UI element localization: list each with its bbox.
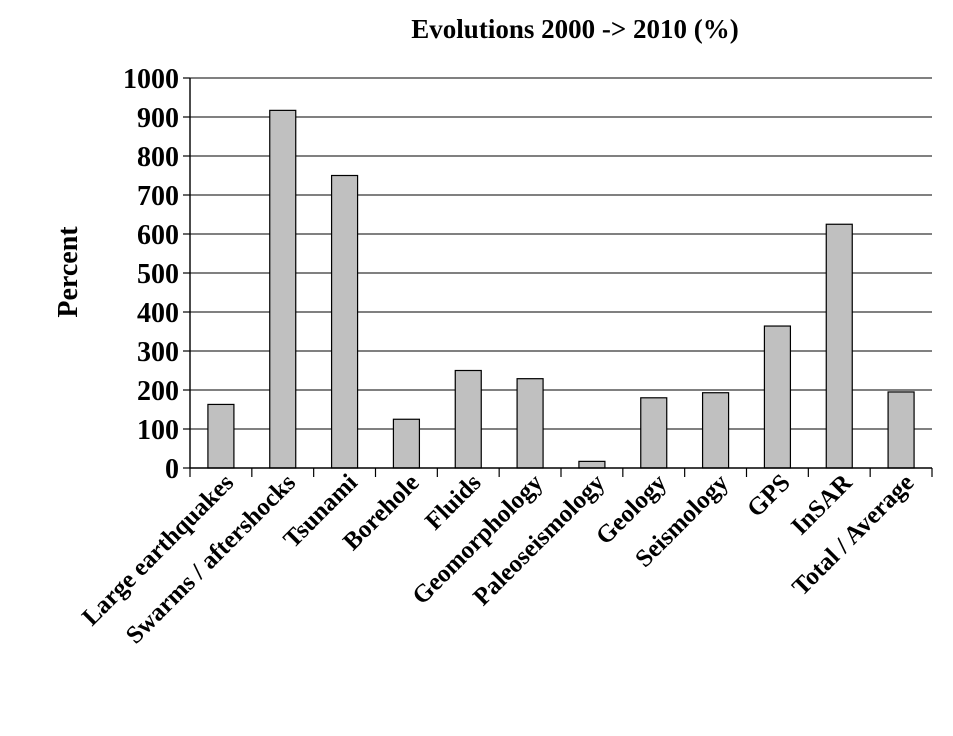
x-tick-label: GPS bbox=[742, 469, 795, 522]
y-tick-label: 600 bbox=[137, 220, 179, 251]
bar bbox=[392, 418, 421, 469]
y-tick-label: 400 bbox=[137, 298, 179, 329]
chart-title: Evolutions 2000 -> 2010 (%) bbox=[411, 14, 738, 44]
bar bbox=[640, 397, 668, 469]
y-tick-label: 200 bbox=[137, 376, 179, 407]
y-axis-label: Percent bbox=[53, 226, 84, 318]
bar bbox=[454, 369, 482, 469]
bar bbox=[516, 378, 544, 469]
y-tick-labels: 0 100 200 300 400 500 600 700 800 900 1000 bbox=[123, 64, 179, 485]
bar bbox=[330, 174, 359, 469]
bar bbox=[887, 391, 915, 469]
y-tick-label: 800 bbox=[137, 142, 179, 173]
y-tick-label: 900 bbox=[137, 103, 179, 134]
bar bbox=[763, 325, 792, 469]
y-tick-label: 300 bbox=[137, 337, 179, 368]
y-tick-label: 500 bbox=[137, 259, 179, 290]
axes bbox=[183, 77, 933, 477]
bar bbox=[701, 392, 730, 469]
bars bbox=[207, 109, 915, 469]
bar bbox=[578, 460, 606, 469]
bar bbox=[825, 223, 853, 469]
gridlines bbox=[190, 77, 932, 430]
y-tick-label: 700 bbox=[137, 181, 179, 212]
y-tick-label: 100 bbox=[137, 415, 179, 446]
y-tick-label: 1000 bbox=[123, 64, 179, 95]
bar bbox=[207, 403, 235, 469]
bar bbox=[269, 109, 297, 469]
y-tick-label: 0 bbox=[165, 454, 179, 485]
